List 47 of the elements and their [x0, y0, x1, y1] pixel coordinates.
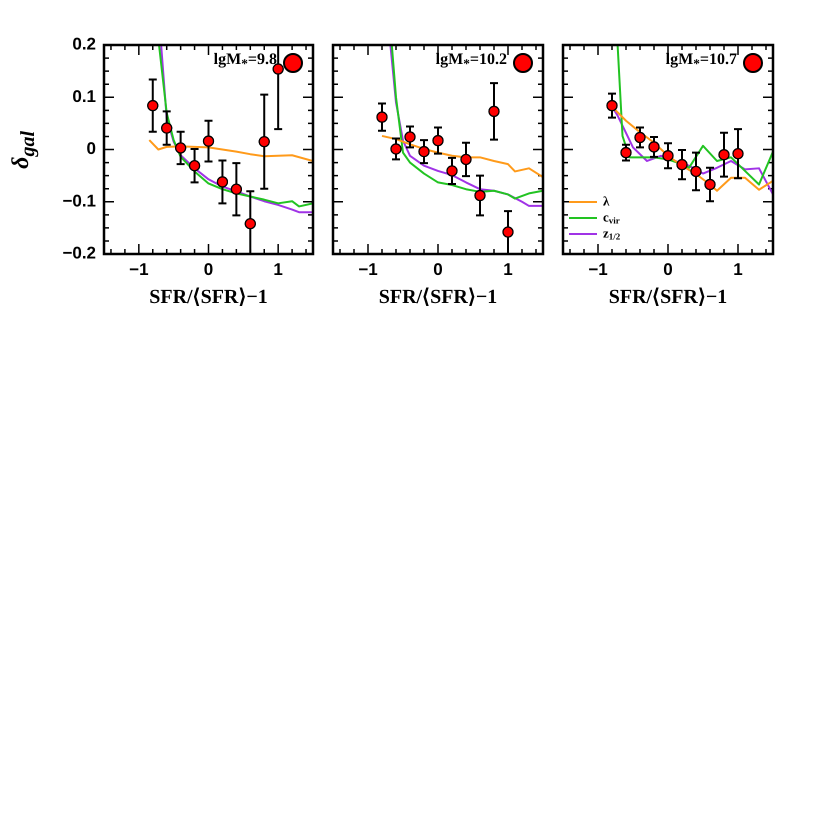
- x-axis-title: SFR/⟨SFR⟩−1: [149, 286, 268, 308]
- point: [502, 226, 514, 238]
- point: [230, 184, 242, 195]
- y-tick-label: 0: [86, 139, 96, 158]
- point: [390, 143, 402, 155]
- point: [161, 122, 172, 134]
- x-tick-label: 1: [503, 260, 513, 279]
- point: [188, 160, 200, 172]
- annotation: lgM$_{*}$=9.8: [214, 51, 277, 72]
- x-tick-label: 0: [204, 260, 214, 279]
- point: [474, 190, 486, 202]
- point: [432, 135, 444, 146]
- x-tick-label: 1: [273, 260, 283, 279]
- point: [460, 154, 472, 166]
- x-axis-title: SFR/⟨SFR⟩−1: [608, 286, 728, 308]
- y-tick-label: −0.1: [62, 191, 96, 210]
- point: [216, 176, 228, 188]
- x-tick-label: 1: [733, 260, 743, 279]
- point: [446, 165, 458, 177]
- annotation: lgM$_{*}$=10.2: [436, 51, 507, 72]
- point: [376, 112, 388, 123]
- point: [732, 148, 744, 160]
- point: [634, 132, 646, 144]
- legend-label: λ: [603, 193, 610, 208]
- point: [488, 106, 500, 117]
- x-tick-label: 0: [433, 260, 443, 279]
- point: [718, 149, 730, 160]
- y-tick-label: 0.1: [72, 86, 96, 106]
- x-tick-label: −1: [588, 260, 608, 279]
- point: [648, 141, 660, 152]
- x-axis-title: SFR/⟨SFR⟩−1: [378, 286, 498, 308]
- x-tick-label: −1: [358, 260, 378, 279]
- point: [244, 218, 256, 230]
- y-tick-label: −0.2: [62, 244, 96, 263]
- point: [258, 136, 270, 148]
- point: [690, 166, 702, 178]
- point: [620, 147, 632, 158]
- point: [404, 131, 416, 143]
- point: [202, 136, 214, 147]
- y-tick-label: 0.2: [72, 34, 96, 54]
- point: [175, 142, 186, 154]
- point: [418, 146, 430, 158]
- point: [272, 63, 284, 75]
- annotation: lgM$_{*}$=10.7: [666, 51, 737, 72]
- x-tick-label: 0: [663, 260, 673, 279]
- point: [147, 100, 158, 112]
- x-tick-label: −1: [129, 260, 149, 279]
